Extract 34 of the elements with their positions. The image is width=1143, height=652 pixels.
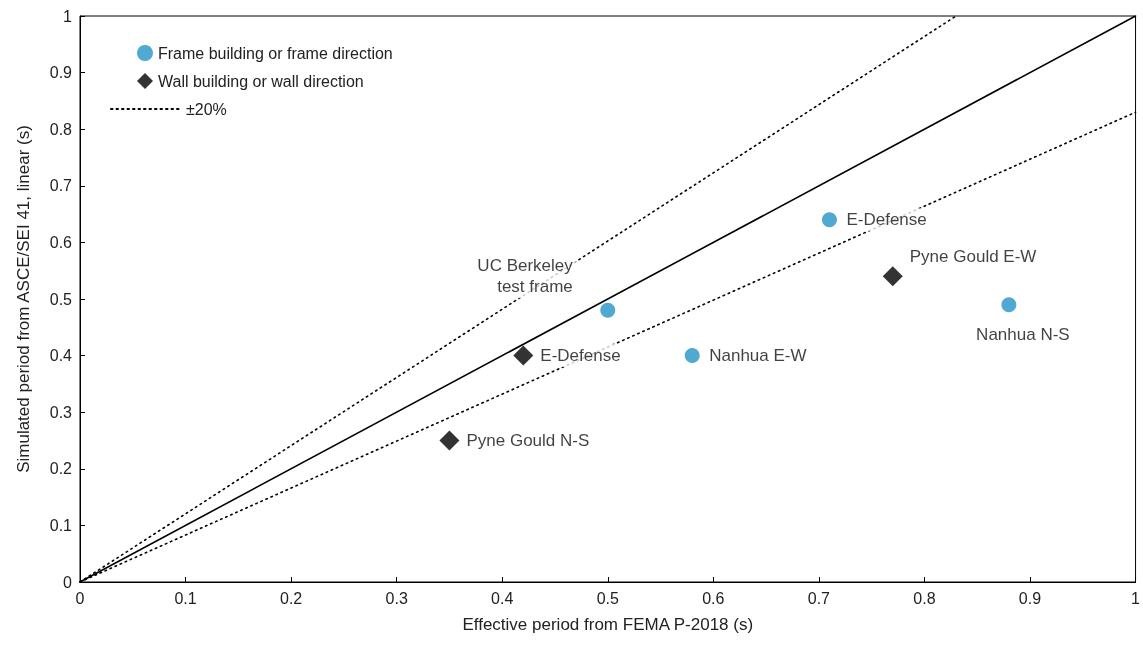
y-tick-label: 0.2 [49, 460, 73, 478]
y-axis-title: Simulated period from ASCE/SEI 41, linear (s) [14, 125, 33, 473]
x-axis-title: Effective period from FEMA P-2018 (s) [462, 615, 754, 634]
legend-label: Wall building or wall direction [158, 72, 364, 90]
annotation: Nanhua E-W [709, 346, 807, 366]
annotation: E-Defense [846, 210, 927, 230]
y-tick-label: 0.3 [49, 403, 73, 421]
x-tick-label: 0.4 [491, 589, 514, 607]
y-tick-label: 0.4 [49, 347, 73, 365]
y-tick-label: 0.7 [49, 177, 73, 195]
x-tick-label: 0.5 [596, 589, 619, 607]
y-tick-label: 0 [63, 573, 73, 591]
annotation: E-Defense [540, 346, 621, 366]
x-tick-label: 0.8 [913, 589, 936, 607]
y-tick-label: 0.1 [49, 516, 73, 534]
annotation: Pyne Gould E-W [909, 246, 1037, 266]
annotation: Pyne Gould N-S [466, 431, 590, 450]
y-tick-label: 0.5 [49, 290, 73, 308]
x-tick-label: 0.6 [702, 589, 725, 607]
legend-label: Frame building or frame direction [158, 44, 393, 62]
annotation: Nanhua N-S [976, 324, 1070, 344]
y-tick-label: 0.8 [49, 120, 73, 138]
x-tick-label: 0.2 [279, 589, 303, 607]
y-tick-label: 0.9 [49, 64, 73, 82]
x-tick-label: 0.1 [174, 589, 197, 607]
x-tick-label: 0.7 [807, 589, 831, 607]
x-tick-label: 0.9 [1018, 589, 1042, 607]
y-tick-label: 0.6 [49, 233, 73, 251]
annotation: UC Berkeley test frame [477, 256, 574, 297]
x-tick-label: 0 [75, 589, 85, 607]
legend-label: ±20% [186, 100, 227, 118]
x-tick-label: 0.3 [385, 589, 408, 607]
y-tick-label: 1 [63, 7, 73, 25]
x-tick-label: 1 [1131, 589, 1141, 607]
